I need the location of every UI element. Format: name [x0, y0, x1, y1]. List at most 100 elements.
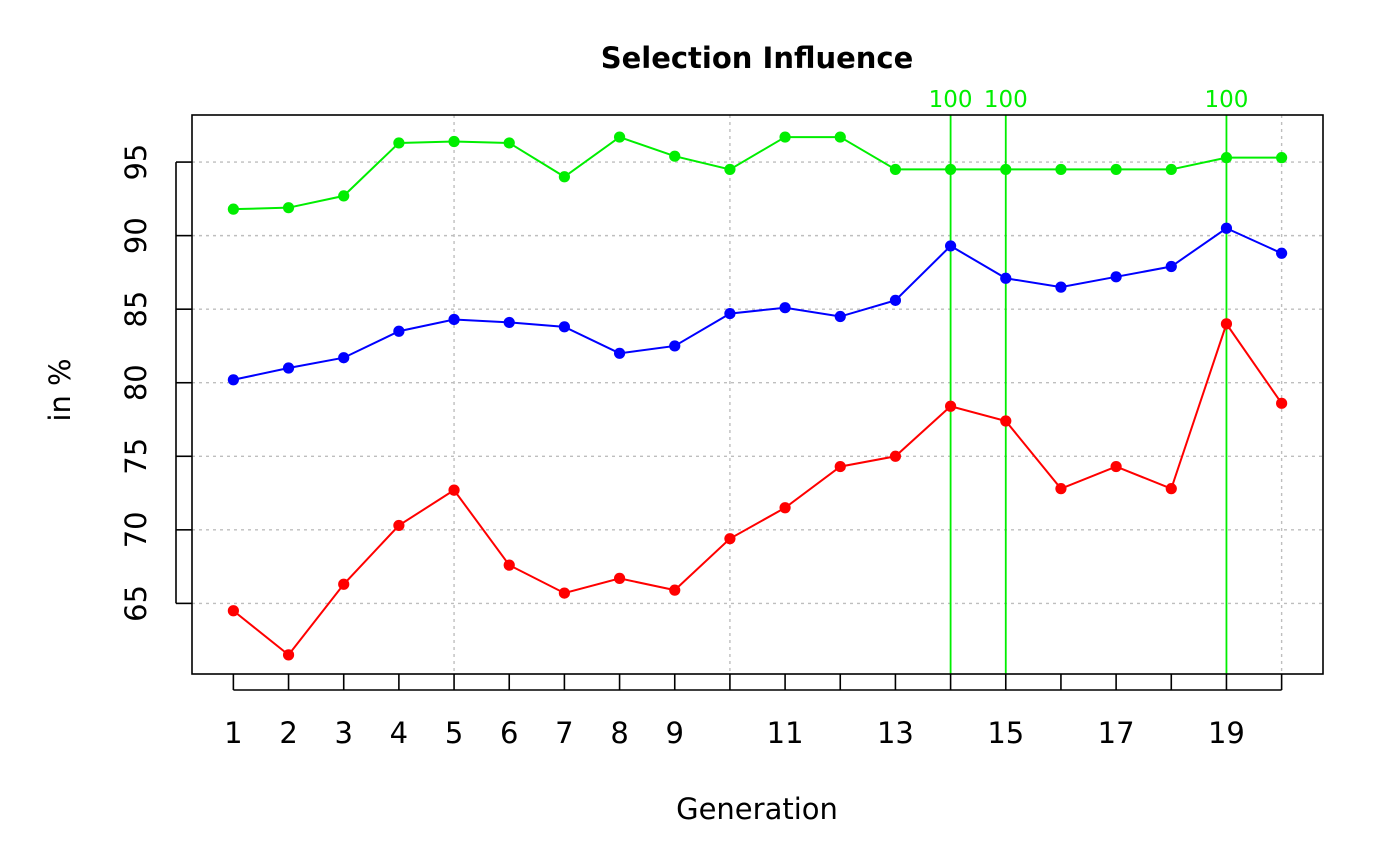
series-0-point-5 [503, 137, 515, 149]
y-tick-label-4: 85 [119, 291, 153, 328]
series-layer [227, 131, 1288, 661]
series-0-point-14 [1000, 163, 1012, 176]
series-1-point-17 [1165, 260, 1177, 273]
series-1 [227, 222, 1288, 386]
series-0 [227, 131, 1288, 215]
y-tick-label-2: 75 [119, 438, 153, 475]
series-1-point-0 [227, 374, 239, 386]
series-2 [227, 318, 1288, 661]
series-line-2 [232, 321, 1283, 657]
series-0-point-9 [724, 163, 736, 176]
series-2-point-14 [1000, 415, 1012, 427]
series-0-point-17 [1165, 163, 1177, 176]
series-1-point-5 [503, 316, 515, 329]
series-0-point-1 [282, 202, 295, 214]
series-0-point-11 [834, 131, 846, 143]
x-tick-label-2: 3 [334, 716, 352, 750]
x-tick-label-11: 15 [987, 716, 1024, 750]
series-1-point-14 [1000, 272, 1012, 284]
x-tick-label-1: 2 [279, 716, 297, 750]
series-2-point-15 [1055, 483, 1067, 495]
series-0-point-4 [448, 135, 460, 148]
series-2-point-5 [503, 559, 515, 571]
series-line-1 [233, 227, 1283, 381]
series-2-point-9 [724, 533, 736, 545]
x-tick-label-5: 6 [500, 716, 518, 750]
series-2-point-11 [834, 460, 846, 473]
series-2-point-8 [669, 584, 681, 596]
x-tick-label-9: 11 [767, 716, 804, 750]
series-1-point-8 [669, 340, 681, 352]
series-2-point-18 [1220, 318, 1233, 330]
series-2-point-17 [1165, 483, 1177, 495]
plot-frame [191, 114, 1324, 675]
x-axis-label: Generation [676, 792, 838, 826]
series-2-point-6 [558, 587, 571, 599]
series-0-point-8 [669, 150, 681, 162]
annotation-label-1: 100 [984, 87, 1028, 113]
series-2-point-7 [613, 572, 626, 584]
series-0-point-7 [613, 131, 626, 143]
x-tick-label-12: 17 [1098, 716, 1135, 750]
series-0-point-0 [227, 203, 239, 215]
series-1-point-1 [282, 362, 295, 374]
y-tick-label-3: 80 [119, 364, 153, 401]
series-1-point-12 [889, 294, 902, 306]
x-tick-label-3: 4 [390, 716, 408, 750]
series-2-point-10 [779, 502, 791, 514]
series-1-point-16 [1110, 271, 1122, 283]
series-0-point-2 [338, 190, 350, 202]
annotation-lines [949, 115, 1228, 674]
y-tick-label-5: 90 [119, 217, 153, 254]
series-0-point-19 [1276, 152, 1288, 164]
series-0-point-13 [944, 163, 957, 176]
annotation-label-2: 100 [1204, 87, 1248, 113]
annotation-label-0: 100 [929, 87, 973, 113]
series-2-point-4 [448, 484, 460, 496]
x-tick-label-0: 1 [224, 716, 242, 750]
x-tick-label-7: 8 [610, 716, 628, 750]
x-tick-label-10: 13 [877, 716, 914, 750]
y-tick-label-1: 70 [119, 511, 153, 548]
series-1-point-11 [834, 310, 846, 323]
series-0-point-3 [393, 137, 405, 149]
series-0-point-18 [1220, 152, 1233, 164]
x-tick-label-8: 9 [666, 716, 684, 750]
annotation-labels: 100 100 100 [929, 87, 1249, 113]
series-0-point-15 [1055, 163, 1067, 176]
series-1-point-4 [448, 313, 460, 326]
series-2-point-2 [338, 578, 350, 590]
x-tick-label-6: 7 [555, 716, 573, 750]
series-0-point-6 [558, 171, 571, 183]
series-2-point-13 [944, 400, 957, 412]
series-0-point-12 [889, 163, 902, 176]
series-1-point-15 [1055, 281, 1067, 293]
series-1-point-6 [558, 321, 571, 333]
series-1-point-19 [1276, 247, 1288, 259]
x-tick-label-4: 5 [445, 716, 463, 750]
y-tick-label-6: 95 [119, 144, 153, 181]
series-1-point-10 [779, 302, 791, 314]
series-1-point-3 [393, 325, 405, 337]
x-axis: 1 2 3 4 5 6 7 8 9 11 13 15 17 19 [224, 674, 1283, 750]
chart-title: Selection Influence [601, 41, 914, 75]
series-2-point-1 [282, 649, 295, 661]
series-1-point-18 [1220, 222, 1233, 234]
series-2-point-3 [393, 519, 405, 532]
grid [192, 115, 1323, 674]
series-1-point-2 [338, 352, 350, 364]
series-line-0 [233, 135, 1282, 211]
series-1-point-7 [613, 347, 626, 359]
y-tick-label-0: 65 [119, 585, 153, 622]
series-2-point-16 [1110, 460, 1122, 473]
series-2-point-19 [1276, 397, 1288, 409]
series-0-point-10 [779, 131, 791, 143]
y-axis: 65 70 75 80 85 90 95 [119, 144, 192, 622]
series-0-point-16 [1110, 163, 1122, 176]
series-1-point-9 [724, 307, 736, 320]
series-1-point-13 [944, 240, 957, 252]
x-tick-label-13: 19 [1208, 716, 1245, 750]
y-axis-label: in % [43, 358, 77, 421]
series-2-point-0 [227, 605, 239, 617]
